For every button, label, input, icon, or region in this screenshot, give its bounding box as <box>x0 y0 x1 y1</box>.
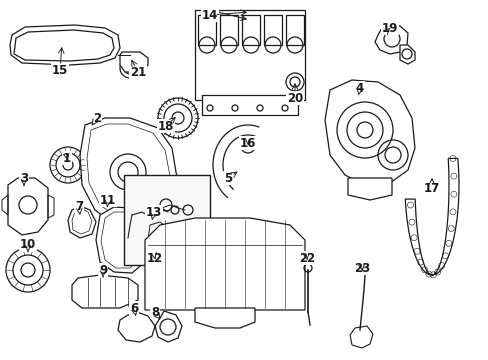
Polygon shape <box>68 206 96 238</box>
Polygon shape <box>80 118 177 228</box>
Text: 18: 18 <box>158 120 174 132</box>
Text: 14: 14 <box>202 9 218 22</box>
Bar <box>124 175 209 265</box>
Polygon shape <box>155 311 182 342</box>
Text: 10: 10 <box>20 239 36 252</box>
Text: 9: 9 <box>99 264 107 276</box>
Circle shape <box>6 248 50 292</box>
Bar <box>220 15 238 45</box>
Circle shape <box>120 58 140 78</box>
Polygon shape <box>195 308 254 328</box>
Text: 22: 22 <box>298 252 314 265</box>
Text: 1: 1 <box>63 152 71 165</box>
Circle shape <box>50 147 86 183</box>
Polygon shape <box>347 178 391 200</box>
Text: 16: 16 <box>239 136 256 149</box>
Polygon shape <box>120 52 148 72</box>
Text: 3: 3 <box>20 171 28 185</box>
Polygon shape <box>96 207 148 273</box>
Bar <box>198 15 216 45</box>
Text: 4: 4 <box>355 81 364 95</box>
Circle shape <box>241 139 254 153</box>
Polygon shape <box>202 95 297 115</box>
Circle shape <box>285 73 304 91</box>
Polygon shape <box>399 45 414 64</box>
Polygon shape <box>374 24 407 54</box>
Text: 2: 2 <box>93 112 101 125</box>
Text: 11: 11 <box>100 194 116 207</box>
Circle shape <box>158 98 198 138</box>
Text: 8: 8 <box>151 306 159 319</box>
Polygon shape <box>325 80 414 185</box>
Text: 23: 23 <box>353 261 369 275</box>
Bar <box>264 15 282 45</box>
Text: 19: 19 <box>381 22 397 35</box>
Text: 21: 21 <box>130 66 146 78</box>
Text: 7: 7 <box>75 199 83 212</box>
Text: 6: 6 <box>130 302 138 315</box>
Polygon shape <box>145 218 305 310</box>
Text: 17: 17 <box>423 181 439 194</box>
Polygon shape <box>195 10 305 100</box>
Text: 13: 13 <box>145 206 162 219</box>
Polygon shape <box>72 275 138 308</box>
Polygon shape <box>118 312 155 342</box>
Bar <box>285 15 304 45</box>
Text: 15: 15 <box>52 63 68 77</box>
Text: 5: 5 <box>224 171 232 185</box>
Text: 12: 12 <box>146 252 163 265</box>
Text: 20: 20 <box>286 91 303 104</box>
Polygon shape <box>10 25 120 65</box>
Polygon shape <box>8 178 48 235</box>
Bar <box>242 15 260 45</box>
